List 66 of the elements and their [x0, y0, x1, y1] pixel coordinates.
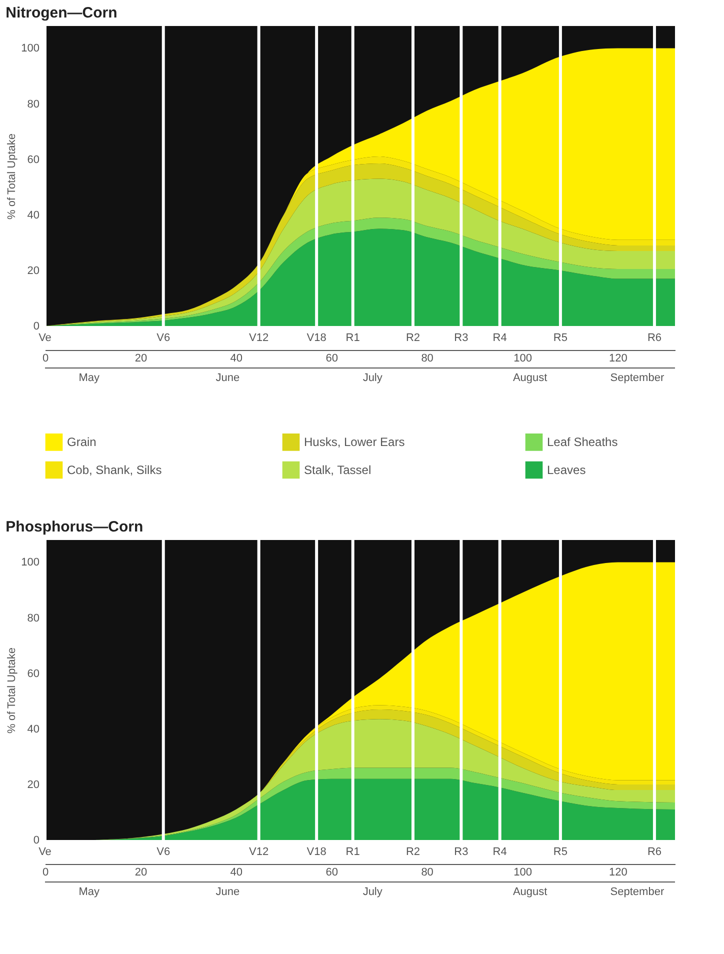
- ref-line-label: R4: [492, 332, 507, 344]
- legend-label: Stalk, Tassel: [304, 463, 372, 477]
- text: August: [512, 372, 548, 384]
- ref-line-label: R4: [492, 846, 507, 858]
- legend-label: Cob, Shank, Silks: [67, 463, 162, 477]
- legend-label: Leaf Sheaths: [547, 435, 618, 450]
- x-tick-label: 60: [326, 866, 338, 878]
- legend-label: Leaves: [547, 463, 586, 477]
- x-tick-label: 0: [42, 866, 49, 878]
- chart-title: Nitrogen—Corn: [6, 4, 118, 22]
- text: June: [216, 886, 240, 898]
- ref-line-label: R3: [454, 846, 468, 858]
- y-tick-label: 60: [27, 154, 40, 166]
- text: September: [610, 372, 664, 384]
- text: September: [610, 886, 664, 898]
- x-tick-label: 120: [609, 866, 628, 878]
- x-tick-label: 60: [326, 352, 338, 364]
- text: July: [362, 372, 383, 384]
- text: May: [78, 886, 100, 898]
- ref-line-label: V18: [306, 332, 326, 344]
- y-tick-label: 80: [27, 612, 40, 624]
- y-tick-label: 40: [27, 723, 40, 736]
- ref-line-label: R6: [647, 332, 662, 344]
- x-tick-label: 20: [134, 352, 148, 364]
- x-tick-label: 40: [230, 866, 243, 878]
- y-tick-label: 40: [27, 209, 40, 222]
- ref-line-label: R2: [406, 332, 420, 344]
- ref-line-label: R3: [454, 332, 468, 344]
- x-tick-label: 40: [230, 352, 243, 364]
- ref-line-label: R2: [406, 846, 420, 858]
- ref-line-label: R1: [346, 332, 360, 344]
- ref-line-label: R1: [346, 846, 360, 858]
- y-tick-label: 100: [21, 556, 40, 569]
- ref-line-label: V18: [306, 846, 326, 858]
- legend-label: Grain: [67, 435, 96, 450]
- ref-line-label: R5: [553, 332, 568, 344]
- y-axis-title: % of Total Uptake: [6, 133, 18, 220]
- y-tick-label: 60: [27, 668, 40, 680]
- x-tick-label: 0: [42, 352, 49, 364]
- x-tick-label: 80: [421, 352, 434, 364]
- chart-title: Phosphorus—Corn: [6, 518, 144, 536]
- ref-line-label: V12: [249, 332, 269, 344]
- text: May: [78, 372, 100, 384]
- y-tick-label: 20: [27, 264, 40, 277]
- y-tick-label: 80: [27, 98, 40, 110]
- ref-line-label: Ve: [38, 846, 52, 858]
- y-tick-label: 100: [21, 42, 40, 55]
- legend-label: Husks, Lower Ears: [304, 435, 405, 450]
- ref-line-label: V6: [156, 846, 170, 858]
- y-tick-label: 0: [33, 320, 40, 332]
- text: August: [512, 886, 548, 898]
- x-tick-label: 20: [134, 866, 148, 878]
- x-tick-label: 100: [514, 352, 532, 364]
- y-tick-label: 20: [27, 778, 40, 791]
- ref-line-label: V12: [249, 846, 269, 858]
- y-tick-label: 0: [33, 834, 40, 846]
- ref-line-label: Ve: [38, 332, 52, 344]
- y-axis-title: % of Total Uptake: [6, 647, 18, 734]
- ref-line-label: R5: [553, 846, 568, 858]
- x-tick-label: 120: [609, 352, 628, 364]
- ref-line-label: R6: [647, 846, 662, 858]
- text: July: [362, 886, 383, 898]
- text: June: [216, 372, 240, 384]
- x-tick-label: 100: [514, 866, 532, 878]
- x-tick-label: 80: [421, 866, 434, 878]
- ref-line-label: V6: [156, 332, 170, 344]
